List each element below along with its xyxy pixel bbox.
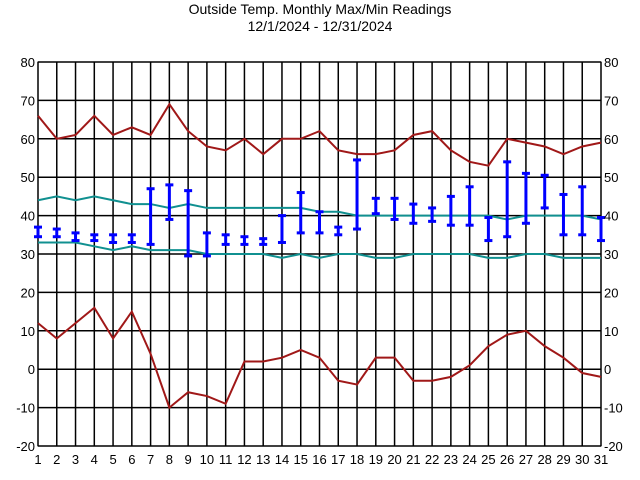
range-bar-25 bbox=[484, 216, 493, 243]
y-tick-label-right: 40 bbox=[604, 209, 618, 224]
x-tick-label: 21 bbox=[406, 452, 420, 467]
range-bar-20 bbox=[390, 196, 399, 221]
y-tick-label-right: 10 bbox=[604, 324, 618, 339]
x-tick-label: 29 bbox=[556, 452, 570, 467]
range-bar-28 bbox=[540, 173, 549, 210]
y-tick-label-left: 10 bbox=[21, 324, 35, 339]
chart-subtitle: 12/1/2024 - 12/31/2024 bbox=[248, 18, 393, 34]
y-axis-right: -20 -10 0 10 20 30 40 50 60 70 80 bbox=[604, 55, 623, 454]
range-bar-10 bbox=[202, 231, 211, 258]
range-bar-17 bbox=[334, 225, 343, 237]
x-tick-label: 2 bbox=[53, 452, 60, 467]
y-tick-label-right: 50 bbox=[604, 170, 618, 185]
range-bar-3 bbox=[71, 231, 80, 243]
x-tick-label: 9 bbox=[185, 452, 192, 467]
range-bar-30 bbox=[578, 185, 587, 237]
x-tick-label: 1 bbox=[34, 452, 41, 467]
y-tick-label-left: 60 bbox=[21, 132, 35, 147]
range-bar-6 bbox=[127, 233, 136, 244]
x-tick-label: 28 bbox=[537, 452, 551, 467]
chart-title: Outside Temp. Monthly Max/Min Readings bbox=[189, 1, 452, 17]
y-tick-label-left: -10 bbox=[16, 401, 35, 416]
series-line-1 bbox=[37, 102, 602, 167]
x-tick-label: 26 bbox=[500, 452, 514, 467]
y-tick-label-left: 50 bbox=[21, 170, 35, 185]
range-bar-26 bbox=[503, 160, 512, 239]
x-tick-label: 3 bbox=[72, 452, 79, 467]
y-tick-label-left: 20 bbox=[21, 285, 35, 300]
y-tick-label-right: 80 bbox=[604, 55, 618, 70]
series-line-4 bbox=[37, 306, 602, 410]
y-tick-label-right: 0 bbox=[604, 362, 611, 377]
range-bar-19 bbox=[371, 196, 380, 216]
x-tick-label: 14 bbox=[275, 452, 289, 467]
x-tick-label: 19 bbox=[369, 452, 383, 467]
range-bar-1 bbox=[34, 225, 42, 239]
y-tick-label-right: -10 bbox=[604, 401, 623, 416]
range-bar-31 bbox=[597, 216, 605, 243]
x-tick-label: 30 bbox=[575, 452, 589, 467]
x-tick-label: 7 bbox=[147, 452, 154, 467]
x-tick-label: 12 bbox=[237, 452, 251, 467]
x-tick-label: 4 bbox=[91, 452, 98, 467]
x-tick-label: 25 bbox=[481, 452, 495, 467]
range-bar-15 bbox=[296, 191, 305, 235]
x-tick-label: 5 bbox=[109, 452, 116, 467]
x-tick-label: 17 bbox=[331, 452, 345, 467]
x-tick-label: 13 bbox=[256, 452, 270, 467]
range-bar-18 bbox=[353, 158, 362, 231]
x-axis: 1 2 3 4 5 6 7 8 9 10 11 12 13 14 15 16 17 18 19 20 21 22 23 24 2… bbox=[34, 452, 608, 467]
y-axis-left: -20 -10 0 10 20 30 40 50 60 70 80 bbox=[16, 55, 35, 454]
x-tick-label: 15 bbox=[293, 452, 307, 467]
range-bar-8 bbox=[165, 183, 174, 221]
x-tick-label: 18 bbox=[350, 452, 364, 467]
y-tick-label-left: 70 bbox=[21, 93, 35, 108]
range-bar-16 bbox=[315, 210, 324, 235]
range-bar-9 bbox=[184, 189, 193, 258]
y-tick-label-left: 80 bbox=[21, 55, 35, 70]
range-bar-11 bbox=[221, 233, 230, 246]
x-tick-label: 6 bbox=[128, 452, 135, 467]
range-bar-7 bbox=[146, 187, 155, 246]
x-tick-label: 11 bbox=[219, 452, 233, 467]
x-tick-label: 16 bbox=[312, 452, 326, 467]
range-bar-5 bbox=[109, 233, 118, 244]
y-tick-label-left: 30 bbox=[21, 247, 35, 262]
y-tick-label-left: -20 bbox=[16, 439, 35, 454]
series-line-3 bbox=[38, 241, 601, 259]
range-bar-13 bbox=[259, 237, 268, 246]
y-tick-label-left: 40 bbox=[21, 209, 35, 224]
x-tick-label: 8 bbox=[166, 452, 173, 467]
range-bar-24 bbox=[465, 185, 474, 227]
y-tick-label-right: 60 bbox=[604, 132, 618, 147]
x-tick-label: 27 bbox=[519, 452, 533, 467]
range-bar-23 bbox=[446, 194, 455, 227]
y-tick-label-right: -20 bbox=[604, 439, 623, 454]
y-tick-label-right: 70 bbox=[604, 93, 618, 108]
x-tick-label: 23 bbox=[444, 452, 458, 467]
y-tick-label-right: 30 bbox=[604, 247, 618, 262]
range-bar-27 bbox=[521, 171, 530, 225]
range-bar-22 bbox=[428, 206, 437, 223]
x-tick-label: 24 bbox=[462, 452, 476, 467]
range-bar-4 bbox=[90, 233, 99, 243]
x-tick-label: 22 bbox=[425, 452, 439, 467]
range-bar-14 bbox=[277, 214, 286, 244]
range-bar-29 bbox=[559, 192, 568, 237]
x-tick-label: 20 bbox=[387, 452, 401, 467]
range-bars bbox=[34, 158, 605, 258]
y-tick-label-left: 0 bbox=[28, 362, 35, 377]
y-tick-label-right: 20 bbox=[604, 285, 618, 300]
x-tick-label: 31 bbox=[594, 452, 608, 467]
range-bar-2 bbox=[52, 227, 61, 239]
range-bar-12 bbox=[240, 235, 249, 246]
x-tick-label: 10 bbox=[200, 452, 214, 467]
range-bar-21 bbox=[409, 202, 418, 225]
